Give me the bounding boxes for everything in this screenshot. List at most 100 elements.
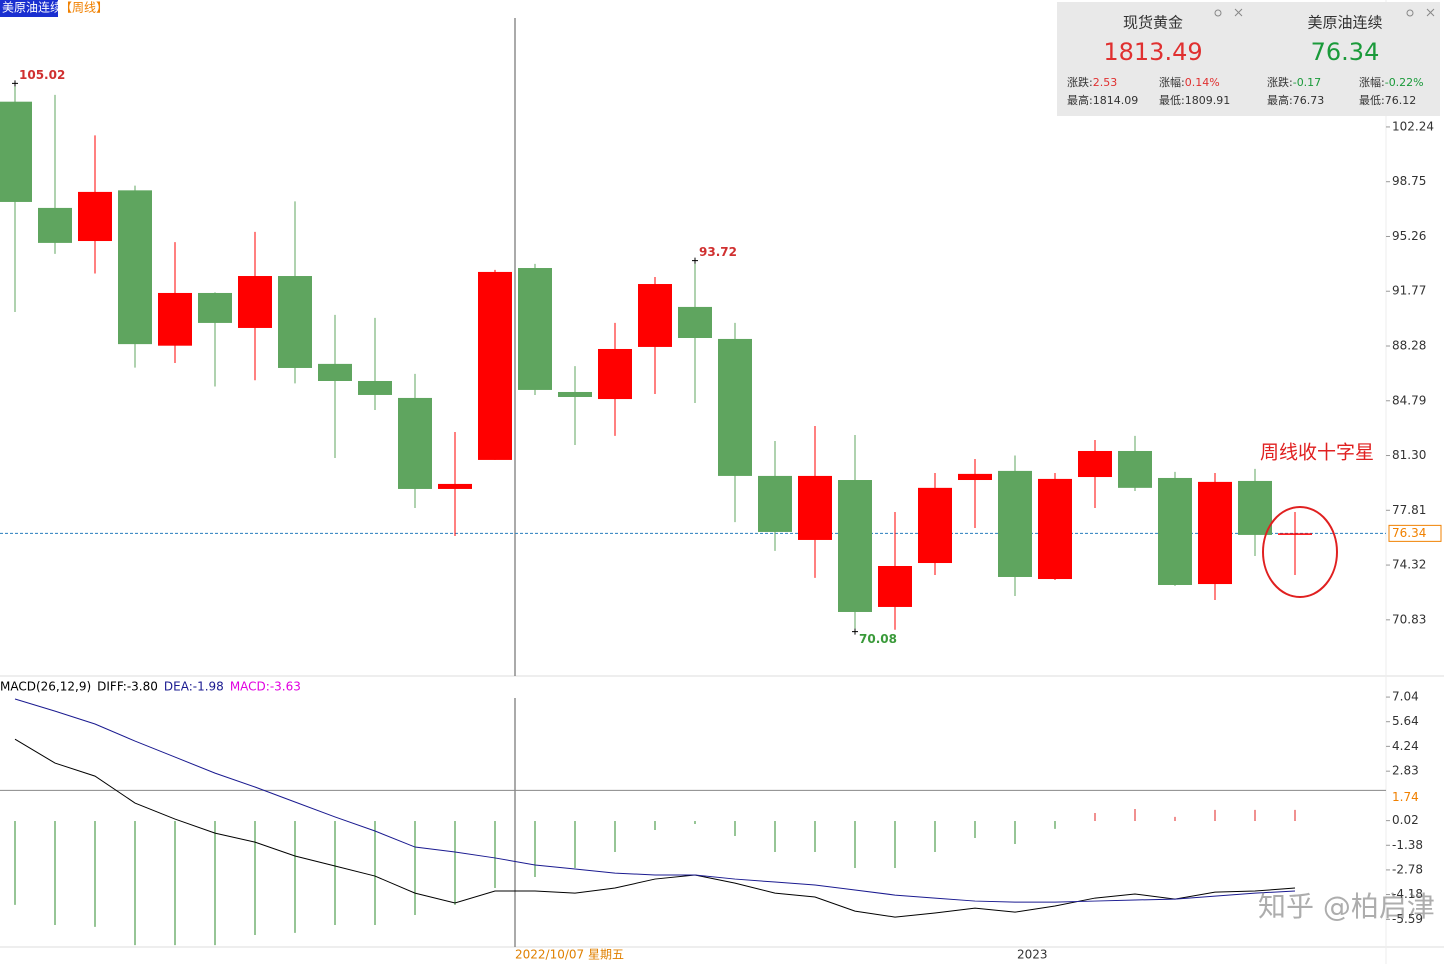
candle-body: [838, 480, 872, 612]
last-price-box: [1388, 524, 1442, 542]
panel-icons: [1214, 8, 1435, 17]
candle-body: [198, 292, 232, 323]
y-tick-label: 4.24: [1392, 739, 1419, 753]
candle-body: [1038, 478, 1072, 580]
quote-label: 涨幅:: [1159, 76, 1185, 89]
candle-body: [1158, 477, 1192, 585]
legend-entry: MACD:-3.63: [230, 680, 301, 694]
quote-label: 最高:: [1067, 93, 1093, 107]
extreme-label: 105.02: [19, 68, 65, 82]
candle-body: [998, 470, 1032, 577]
candle-body: [358, 380, 392, 395]
y-tick-label: 74.32: [1392, 558, 1426, 572]
y-tick-label: 98.75: [1392, 174, 1426, 188]
candle-body: [1198, 481, 1232, 585]
quote-field: 最低:76.12: [1359, 94, 1416, 107]
candle-body: [158, 292, 192, 346]
quote-label: 涨跌:: [1067, 75, 1093, 89]
candle-body: [558, 391, 592, 398]
quote-field: 最低:1809.91: [1159, 94, 1230, 107]
candle-body: [678, 306, 712, 338]
candle-body: [318, 363, 352, 381]
quote-price: 76.34: [1311, 38, 1380, 66]
watermark: 知乎 @柏启津: [1258, 890, 1435, 923]
y-tick-label: 77.81: [1392, 503, 1426, 517]
quote-label: 最低:: [1359, 94, 1385, 107]
legend-entry: DEA:-1.98: [164, 680, 224, 694]
quote-field: 涨幅:-0.22%: [1359, 76, 1424, 89]
candle-body: [38, 207, 72, 243]
legend-entry: MACD(26,12,9): [0, 680, 91, 694]
quote-price: 1813.49: [1103, 38, 1202, 66]
y-tick-label: 70.83: [1392, 612, 1426, 626]
quote-field: 涨幅:0.14%: [1159, 76, 1220, 89]
extreme-label: 93.72: [699, 245, 737, 259]
candle-body: [1278, 533, 1312, 535]
candle-body: [598, 348, 632, 400]
extreme-marker: [12, 80, 18, 87]
candle-body: [78, 191, 112, 242]
candle-body: [638, 284, 672, 347]
quote-value: -0.17: [1293, 76, 1321, 89]
x-tick-label: 2022/10/07 星期五: [515, 948, 624, 962]
x-tick-label: 2023: [1017, 948, 1048, 962]
y-tick-label: 84.79: [1392, 393, 1426, 407]
candle-body: [0, 101, 32, 202]
extreme-marker: [852, 628, 858, 635]
candle-body: [118, 190, 152, 345]
y-tick-label: 5.64: [1392, 714, 1419, 728]
y-tick-label: -5.59: [1392, 912, 1423, 926]
y-tick-label: 7.04: [1392, 690, 1419, 704]
y-tick-label: 102.24: [1392, 119, 1434, 133]
annotation-circle: [1262, 506, 1338, 598]
y-tick-label: 2.83: [1392, 764, 1419, 778]
quote-value: 2.53: [1093, 76, 1118, 89]
symbol-box: [0, 0, 58, 17]
quote-name: 美原油连续: [1307, 14, 1382, 32]
quote-field: 涨跌:2.53: [1067, 75, 1117, 89]
quote-label: 最低:: [1159, 94, 1185, 107]
y-tick-label: 88.28: [1392, 339, 1426, 353]
quote-field: 涨跌:-0.17: [1267, 75, 1321, 89]
candle-body: [438, 483, 472, 489]
y-tick-label: 91.77: [1392, 284, 1426, 298]
quote-value: -0.22%: [1385, 76, 1424, 89]
y-tick-label: 81.30: [1392, 448, 1426, 462]
quote-value: 76.12: [1385, 94, 1417, 107]
quote-value: 0.14%: [1185, 76, 1220, 89]
candle-body: [1078, 450, 1112, 478]
quote-value: 76.73: [1293, 94, 1325, 107]
quote-name: 现货黄金: [1123, 14, 1183, 32]
quote-label: 最高:: [1267, 93, 1293, 107]
candle-body: [1118, 450, 1152, 488]
y-tick-label: -1.38: [1392, 838, 1423, 852]
quote-field: 最高:1814.09: [1067, 93, 1138, 107]
extreme-marker: [692, 257, 698, 264]
macd-line: [14, 738, 1296, 918]
candle-body: [398, 397, 432, 489]
last-price-label: 76.34: [1392, 526, 1426, 540]
candle-body: [718, 338, 752, 476]
quote-label: 涨跌:: [1267, 75, 1293, 89]
quote-value: 1814.09: [1093, 94, 1139, 107]
candle-body: [798, 475, 832, 540]
symbol: 美原油连续: [2, 0, 62, 15]
candle-body: [518, 268, 552, 390]
extreme-label: 70.08: [859, 632, 897, 646]
y-tick-label: -4.18: [1392, 887, 1423, 901]
candle-body: [958, 473, 992, 481]
candle-body: [918, 487, 952, 564]
y-tick-label: 0.02: [1392, 813, 1419, 827]
y-tick-label: 95.26: [1392, 229, 1426, 243]
y-tick-label: -2.78: [1392, 862, 1423, 876]
annotation: 周线收十字星: [1260, 442, 1374, 464]
quote-label: 涨幅:: [1359, 76, 1385, 89]
quote-value: 1809.91: [1185, 94, 1231, 107]
candle-body: [278, 276, 312, 368]
candle-body: [1238, 480, 1272, 535]
candle-body: [878, 566, 912, 607]
candle-body: [478, 271, 512, 460]
